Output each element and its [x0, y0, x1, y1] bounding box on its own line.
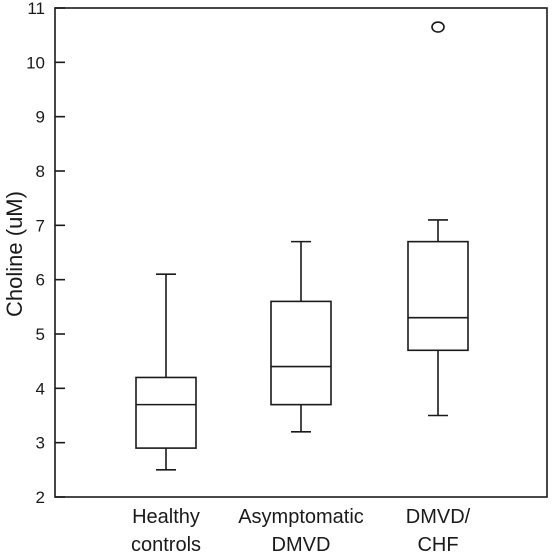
x-category-label: DMVD — [272, 534, 331, 556]
x-category-label: Healthy — [132, 506, 200, 528]
x-category-label: Asymptomatic — [238, 506, 364, 528]
iqr-box — [407, 240, 469, 352]
y-tick-label: 3 — [36, 434, 45, 453]
y-tick-label: 5 — [36, 325, 45, 344]
iqr-box — [135, 376, 197, 449]
y-tick-label: 4 — [36, 379, 45, 398]
x-category-label: DMVD/ — [406, 506, 471, 528]
plot-frame — [54, 7, 548, 498]
iqr-box — [270, 300, 332, 406]
outlier-point — [431, 21, 445, 33]
y-tick-label: 11 — [27, 0, 45, 18]
y-axis-title: Choline (uM) — [2, 191, 27, 317]
y-tick-label: 9 — [36, 108, 45, 127]
x-category-label: controls — [131, 534, 201, 556]
y-tick-label: 10 — [26, 53, 45, 72]
x-category-label: CHF — [417, 534, 458, 556]
y-tick-label: 6 — [36, 271, 45, 290]
y-axis-ticks: 2 3 4 5 6 7 8 9 10 11 — [26, 0, 65, 507]
box-series — [135, 21, 469, 471]
y-tick-label: 8 — [36, 162, 45, 181]
y-tick-label: 2 — [36, 488, 45, 507]
x-axis-category-labels: Healthy controls Asymptomatic DMVD DMVD/CHF — [131, 506, 471, 556]
y-tick-label: 7 — [36, 216, 45, 235]
